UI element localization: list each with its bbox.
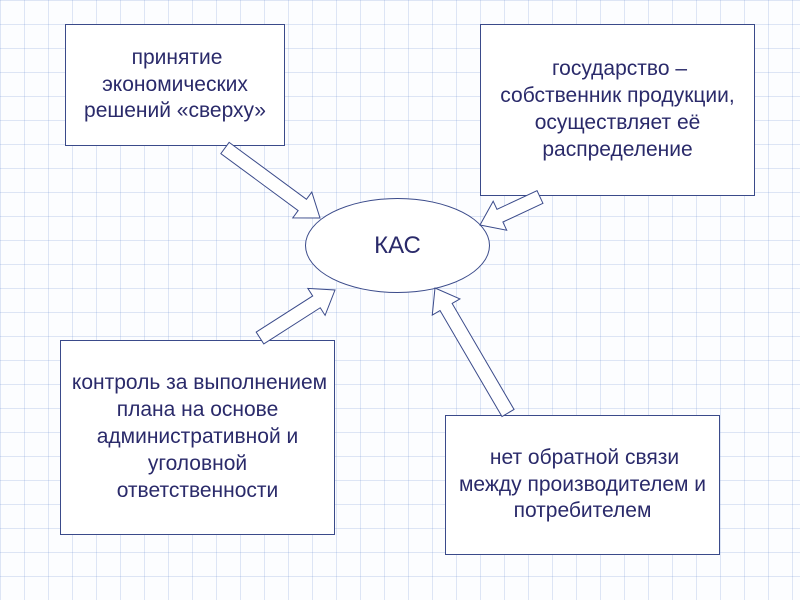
concept-box-bottom-right: нет обратной связи между производителем … [445,415,720,555]
concept-box-text: нет обратной связи между производителем … [459,446,706,523]
concept-box-top-right: государство – собственник продукции, осу… [480,24,755,196]
concept-box-text: контроль за выполнением плана на основе … [72,371,327,502]
center-node: КАС [305,198,490,293]
concept-box-text: государство – собственник продукции, осу… [500,57,734,161]
concept-box-text: принятие экономических решений «сверху» [84,46,266,123]
center-node-label: КАС [374,232,421,260]
concept-box-bottom-left: контроль за выполнением плана на основе … [60,340,335,535]
concept-box-top-left: принятие экономических решений «сверху» [65,24,285,146]
